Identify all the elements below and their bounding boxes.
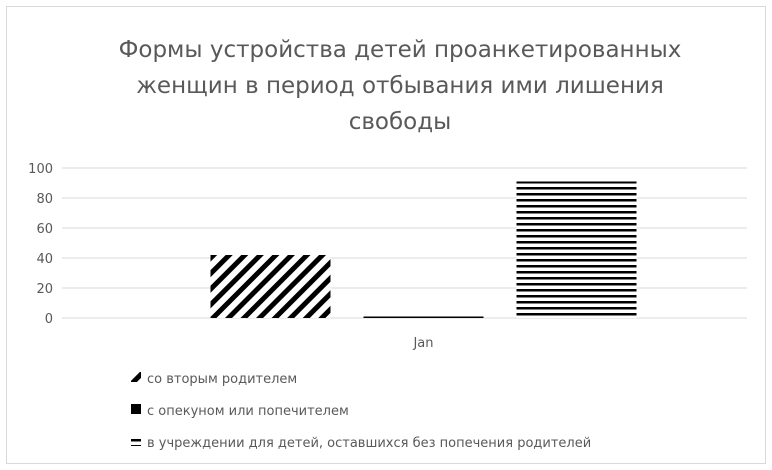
legend-swatch-2 <box>131 404 141 414</box>
x-tick-label: Jan <box>412 336 433 351</box>
legend-label-1: со вторым родителем <box>147 372 297 387</box>
y-axis-ticks: 0 20 40 60 80 100 <box>28 162 53 327</box>
x-axis-ticks: Jan <box>412 336 433 351</box>
legend: со вторым родителем с опекуном или попечи… <box>131 372 591 451</box>
bars <box>210 181 637 318</box>
chart-svg: Формы устройства детей проанкетированных… <box>28 37 747 451</box>
y-tick-label: 0 <box>45 312 53 327</box>
y-tick-label: 100 <box>28 162 53 177</box>
bar-3 <box>516 181 637 318</box>
chart-title: Формы устройства детей проанкетированных… <box>119 37 682 135</box>
legend-swatch-3 <box>131 436 141 446</box>
y-tick-label: 80 <box>36 192 53 207</box>
chart-frame: Формы устройства детей проанкетированных… <box>6 6 766 464</box>
gridlines <box>62 167 747 319</box>
legend-swatch-1 <box>131 372 141 382</box>
bar-2 <box>363 316 484 318</box>
chart-title-line-1: Формы устройства детей проанкетированных <box>119 37 682 63</box>
bar-1 <box>210 255 331 318</box>
legend-label-2: с опекуном или попечителем <box>147 404 349 419</box>
chart-title-line-3: свободы <box>349 109 452 135</box>
legend-label-3: в учреждении для детей, оставшихся без п… <box>147 436 591 451</box>
y-tick-label: 40 <box>36 252 53 267</box>
chart-title-line-2: женщин в период отбывания ими лишения <box>136 73 664 99</box>
y-tick-label: 20 <box>36 282 53 297</box>
y-tick-label: 60 <box>36 222 53 237</box>
